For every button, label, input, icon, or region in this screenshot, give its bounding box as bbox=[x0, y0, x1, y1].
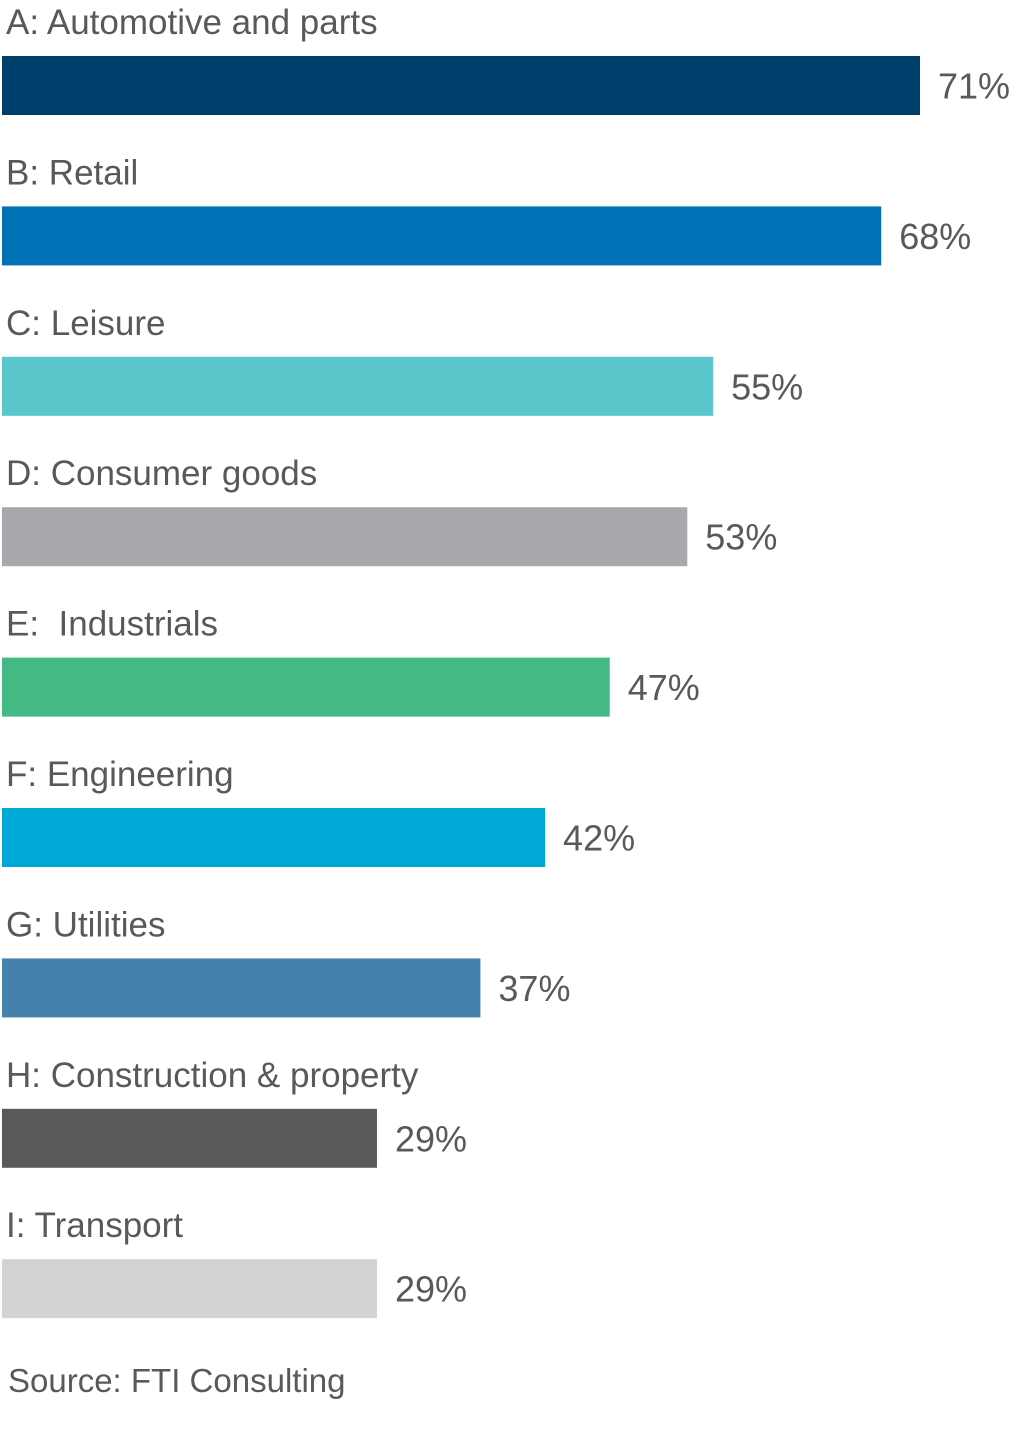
value-label: 71% bbox=[938, 66, 1010, 107]
category-label: B: Retail bbox=[6, 153, 138, 192]
value-label: 68% bbox=[899, 216, 971, 257]
value-label: 47% bbox=[628, 667, 700, 708]
category-label: E: Industrials bbox=[6, 605, 218, 644]
bar bbox=[2, 1259, 377, 1319]
bar bbox=[2, 356, 714, 416]
bar bbox=[2, 657, 610, 717]
value-label: 29% bbox=[395, 1269, 467, 1310]
value-label: 42% bbox=[563, 818, 635, 859]
bar bbox=[2, 958, 481, 1018]
category-label: A: Automotive and parts bbox=[6, 3, 378, 42]
source-note: Source: FTI Consulting bbox=[8, 1362, 346, 1399]
bar bbox=[2, 1108, 377, 1168]
category-label: H: Construction & property bbox=[6, 1056, 419, 1095]
category-label: G: Utilities bbox=[6, 905, 165, 944]
bar bbox=[2, 808, 546, 867]
category-label: C: Leisure bbox=[6, 304, 166, 343]
bar bbox=[2, 206, 882, 266]
value-label: 29% bbox=[395, 1118, 467, 1159]
category-label: D: Consumer goods bbox=[6, 454, 317, 493]
value-label: 37% bbox=[498, 968, 570, 1009]
value-label: 55% bbox=[731, 366, 803, 407]
bar bbox=[2, 56, 921, 115]
value-label: 53% bbox=[705, 517, 777, 558]
bar bbox=[2, 507, 688, 567]
category-label: I: Transport bbox=[6, 1206, 183, 1245]
category-label: F: Engineering bbox=[6, 755, 234, 794]
